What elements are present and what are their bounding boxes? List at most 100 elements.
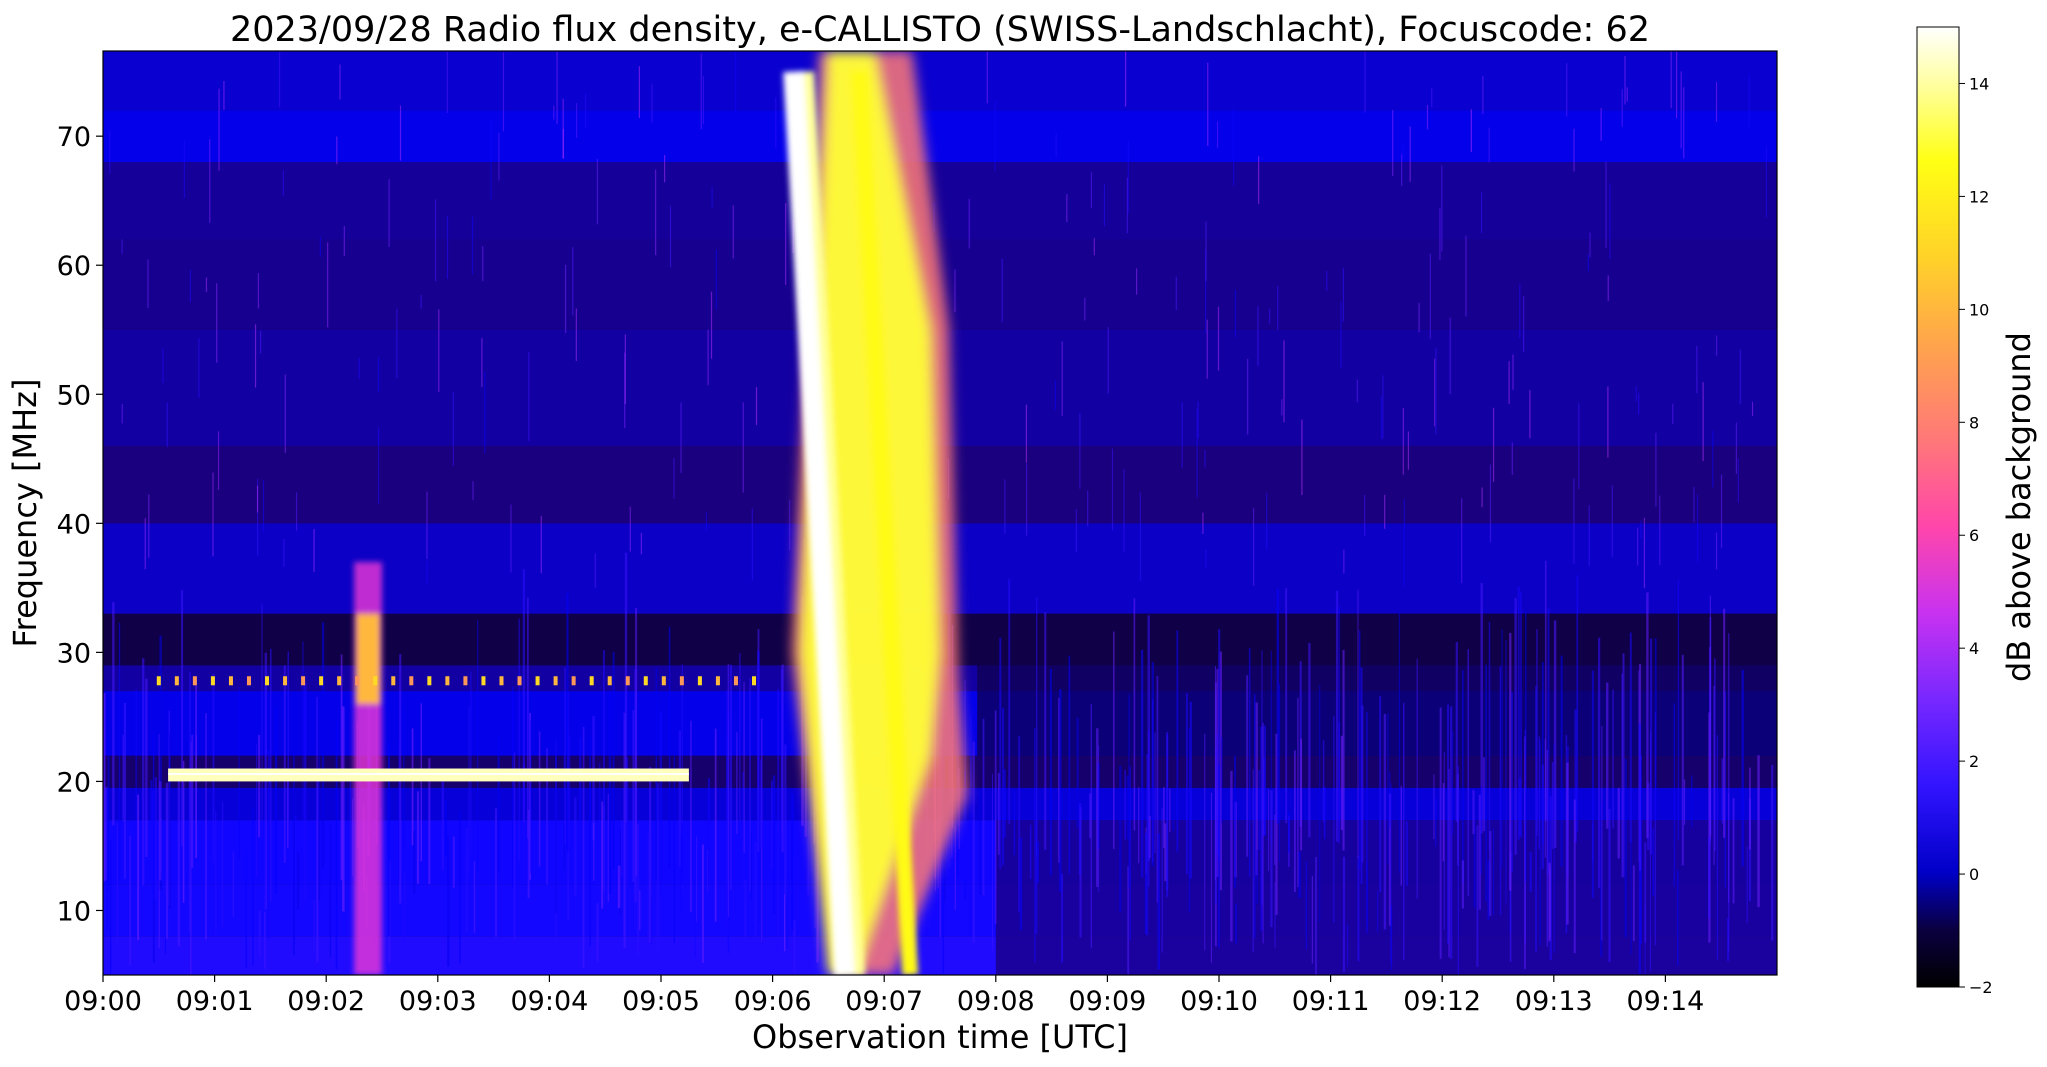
noise-streak xyxy=(109,839,112,975)
colorbar-label: dB above background xyxy=(2000,332,2038,682)
noise-streak xyxy=(1640,520,1642,539)
noise-streak xyxy=(1748,74,1750,128)
noise-streak xyxy=(1509,632,1512,891)
noise-streak xyxy=(152,789,155,883)
noise-streak xyxy=(1364,51,1366,113)
noise-streak xyxy=(1205,221,1207,282)
colorbar-tick-label: 14 xyxy=(1969,74,1989,93)
noise-streak xyxy=(1268,308,1271,324)
noise-streak xyxy=(1357,589,1359,859)
interference-dot xyxy=(427,676,432,686)
noise-streak xyxy=(1319,684,1321,923)
noise-streak xyxy=(1188,727,1191,913)
noise-streak xyxy=(256,485,259,513)
noise-streak xyxy=(256,744,258,877)
noise-streak xyxy=(349,772,351,916)
noise-streak xyxy=(1002,708,1005,866)
noise-streak xyxy=(954,269,956,312)
noise-streak xyxy=(1389,771,1391,828)
noise-streak xyxy=(1268,789,1270,871)
noise-streak xyxy=(1450,706,1453,959)
noise-streak xyxy=(1078,802,1082,875)
noise-streak xyxy=(494,808,498,937)
interference-dot xyxy=(535,676,540,686)
noise-streak xyxy=(562,98,564,159)
noise-streak xyxy=(121,403,123,424)
noise-streak xyxy=(396,308,398,379)
noise-streak xyxy=(1246,675,1249,857)
noise-streak xyxy=(1655,432,1657,507)
interference-dot xyxy=(607,676,612,686)
noise-streak xyxy=(1600,804,1603,957)
noise-streak xyxy=(1252,769,1254,953)
noise-streak xyxy=(742,402,744,493)
noise-streak xyxy=(1600,108,1602,141)
noise-streak xyxy=(145,678,148,857)
noise-streak xyxy=(1275,733,1278,915)
noise-streak xyxy=(791,793,794,931)
noise-streak xyxy=(1529,852,1532,892)
noise-streak xyxy=(760,759,763,847)
noise-streak xyxy=(1643,517,1646,588)
noise-streak xyxy=(293,691,295,956)
noise-streak xyxy=(1630,840,1632,955)
noise-streak xyxy=(1480,192,1483,234)
noise-streak xyxy=(562,128,564,159)
noise-streak xyxy=(1308,642,1311,838)
noise-streak xyxy=(596,903,599,962)
noise-streak xyxy=(1342,856,1346,972)
noise-streak xyxy=(1036,841,1040,883)
noise-streak xyxy=(1390,905,1393,970)
noise-streak xyxy=(1696,345,1698,394)
noise-streak xyxy=(1601,726,1603,941)
noise-streak xyxy=(1044,612,1047,850)
noise-streak xyxy=(1281,399,1283,416)
noise-streak xyxy=(1418,302,1420,333)
noise-streak xyxy=(1248,648,1251,877)
noise-streak xyxy=(490,118,492,200)
noise-streak xyxy=(1401,154,1403,186)
noise-streak xyxy=(191,734,194,869)
noise-streak xyxy=(1126,177,1128,234)
y-tick-label: 60 xyxy=(57,251,91,282)
noise-streak xyxy=(1638,392,1640,415)
noise-streak xyxy=(1652,829,1655,897)
noise-streak xyxy=(1075,508,1077,553)
noise-streak xyxy=(1680,71,1682,149)
noise-streak xyxy=(563,723,565,871)
noise-streak xyxy=(673,457,675,499)
noise-streak xyxy=(727,663,729,917)
noise-streak xyxy=(177,776,180,947)
noise-streak xyxy=(1283,340,1285,423)
interference-dot xyxy=(481,676,486,686)
noise-streak xyxy=(352,799,354,877)
noise-streak xyxy=(700,53,702,130)
noise-streak xyxy=(262,480,265,532)
interference-dot xyxy=(265,676,270,686)
noise-streak xyxy=(1748,798,1752,902)
noise-streak xyxy=(1189,701,1192,879)
noise-streak xyxy=(232,852,235,917)
noise-streak xyxy=(1560,655,1563,867)
noise-streak xyxy=(1234,289,1237,338)
noise-streak xyxy=(1204,733,1206,951)
noise-streak xyxy=(1676,51,1678,119)
noise-streak xyxy=(1402,407,1404,475)
noise-streak xyxy=(275,707,278,894)
noise-streak xyxy=(1728,633,1730,903)
noise-streak xyxy=(1405,821,1408,886)
noise-streak xyxy=(1677,579,1680,841)
noise-streak xyxy=(1343,549,1345,574)
noise-streak xyxy=(1670,51,1672,108)
noise-streak xyxy=(1364,494,1366,536)
noise-streak xyxy=(1621,89,1623,127)
noise-streak xyxy=(1441,165,1443,252)
noise-streak xyxy=(1001,258,1003,323)
colorbar-tick-label: 6 xyxy=(1969,526,1979,545)
noise-streak xyxy=(1457,766,1459,975)
noise-streak xyxy=(707,329,709,386)
noise-streak xyxy=(428,758,431,885)
noise-streak xyxy=(1541,661,1544,845)
noise-streak xyxy=(1133,598,1136,831)
